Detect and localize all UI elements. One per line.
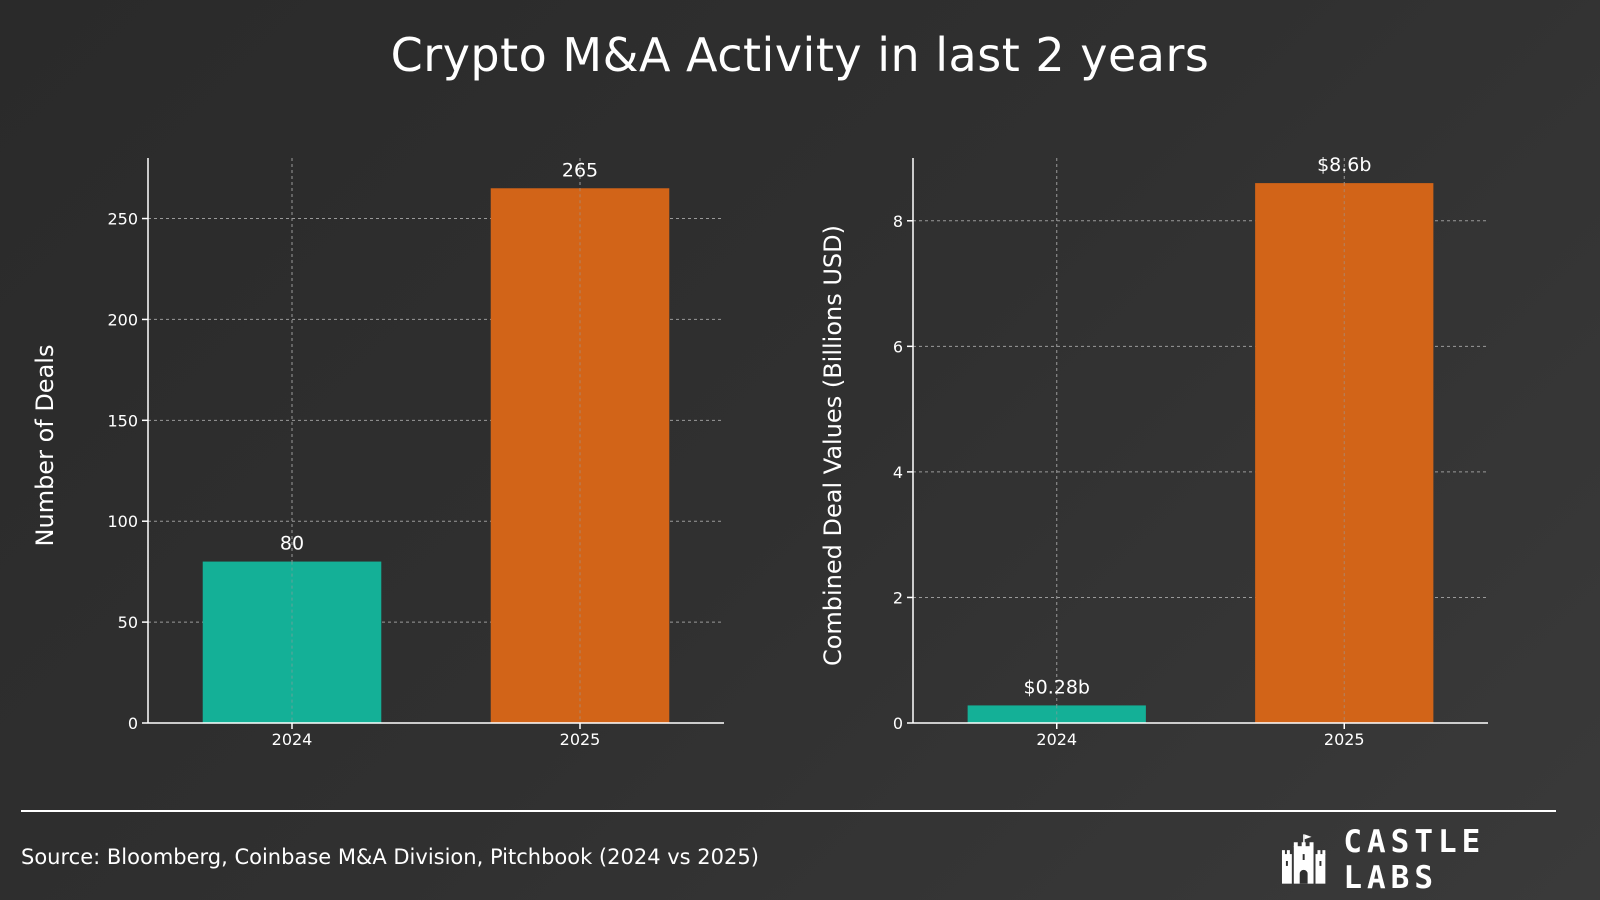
source-note: Source: Bloomberg, Coinbase M&A Division…	[21, 845, 759, 869]
deals-count-chart: 0 50 100 150 200 250 80 265 2024 2025 Number of De…	[31, 158, 724, 749]
value-label-2025: 265	[562, 159, 598, 181]
y-tick-label: 50	[118, 613, 138, 632]
page-title: Crypto M&A Activity in last 2 years	[390, 28, 1210, 82]
value-label-2024: 80	[280, 533, 304, 555]
deal-values-chart: 0 2 4 6 8 $0.28b $8.6b 2024 2025 Combined Deal Va…	[819, 154, 1488, 749]
x-tick-label: 2025	[1324, 730, 1365, 749]
x-tick-label: 2025	[560, 730, 601, 749]
x-tick-label: 2024	[1036, 730, 1077, 749]
value-label-2024: $0.28b	[1024, 676, 1090, 698]
value-label-2025: $8.6b	[1317, 154, 1371, 176]
y-tick-label: 0	[128, 714, 138, 733]
y-axis-title: Number of Deals	[31, 345, 59, 547]
y-tick-label: 2	[893, 588, 903, 607]
bar-2025	[1255, 183, 1434, 724]
y-tick-label: 0	[893, 714, 903, 733]
y-tick-label: 250	[107, 210, 138, 229]
y-tick-label: 4	[893, 463, 903, 482]
footer-divider	[21, 810, 1556, 812]
castle-icon	[1281, 834, 1326, 884]
y-tick-label: 8	[893, 212, 903, 231]
y-tick-label: 200	[107, 310, 138, 329]
logo-text: CASTLE LABS	[1343, 824, 1486, 896]
x-tick-label: 2024	[272, 730, 313, 749]
y-tick-label: 6	[893, 337, 903, 356]
y-tick-label: 100	[107, 512, 138, 531]
castle-labs-logo: CASTLE LABS	[1280, 824, 1600, 896]
y-tick-label: 150	[107, 411, 138, 430]
y-axis-title: Combined Deal Values (Billions USD)	[819, 225, 847, 666]
